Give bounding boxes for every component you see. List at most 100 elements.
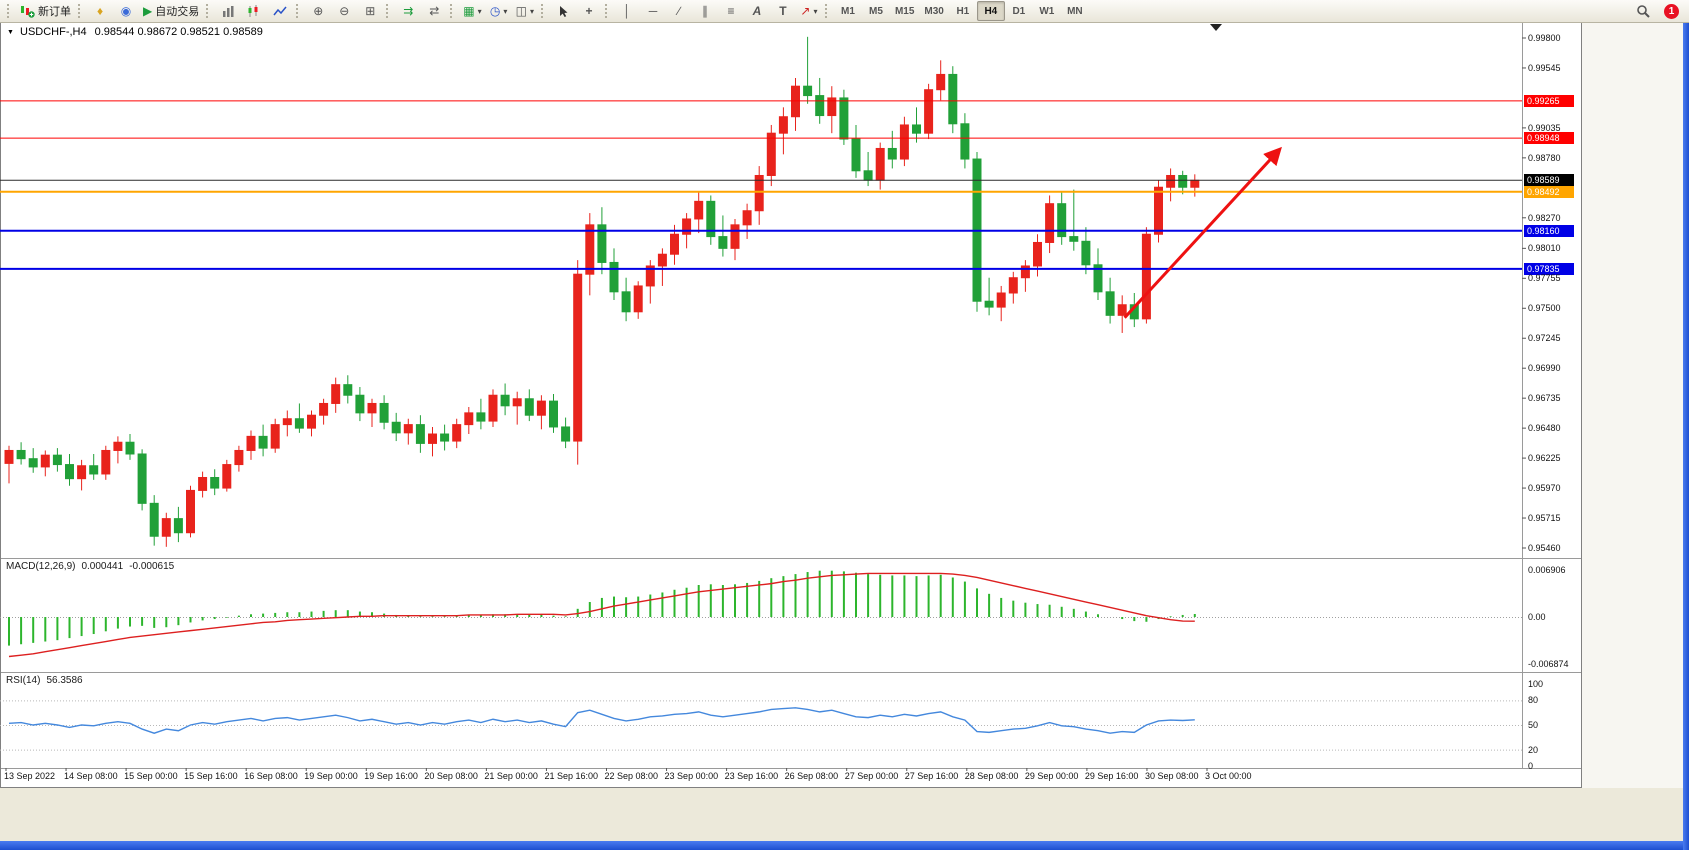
- rsi-axis-label: 0: [1528, 761, 1534, 771]
- new-chart-button[interactable]: ▦ ▾: [463, 4, 482, 18]
- toolbar-grip: [540, 4, 545, 18]
- candle-body: [403, 424, 413, 434]
- community-button[interactable]: ◉: [113, 1, 139, 21]
- zoom-out-button[interactable]: ⊖: [331, 1, 357, 21]
- candle-body: [234, 449, 244, 466]
- candle-body: [452, 424, 462, 442]
- candle-body: [28, 458, 38, 468]
- line-chart-button[interactable]: [267, 1, 293, 21]
- candle-body: [476, 412, 486, 422]
- candle-body: [464, 412, 474, 426]
- ohlc-collapse-icon[interactable]: [7, 29, 14, 36]
- bar-chart-button[interactable]: [215, 1, 241, 21]
- chart-shift-marker[interactable]: [1210, 24, 1222, 31]
- metaeditor-button[interactable]: ♦: [87, 1, 113, 21]
- time-axis-label: 19 Sep 16:00: [364, 771, 418, 781]
- play-icon: ▶: [143, 4, 153, 18]
- macd-indicator-label: MACD(12,26,9) 0.000441 -0.000615: [6, 561, 174, 572]
- candle-body: [670, 233, 679, 255]
- search-button[interactable]: [1630, 1, 1656, 21]
- toolbar-grip: [7, 4, 11, 18]
- crosshair-button[interactable]: +: [576, 1, 602, 21]
- timeframe-m5-button[interactable]: M5: [869, 5, 883, 17]
- channel-button[interactable]: ∥: [692, 1, 718, 21]
- candle-body: [161, 518, 171, 537]
- horizontal-line-button[interactable]: ─: [640, 1, 666, 21]
- candle-body: [549, 400, 558, 428]
- periods-button[interactable]: ◷ ▾: [489, 4, 508, 18]
- candle-body: [282, 418, 292, 426]
- candle-body: [863, 170, 873, 181]
- trendline-button[interactable]: ∕: [666, 1, 692, 21]
- timeframe-h4-button[interactable]: H4: [976, 1, 1005, 21]
- arrows-button[interactable]: ↗ ▾: [800, 4, 818, 18]
- new-order-button[interactable]: 新订单: [16, 1, 75, 21]
- candle-body: [960, 123, 970, 160]
- candle-body: [258, 435, 268, 449]
- template-icon: ◫: [515, 4, 527, 18]
- vertical-line-button[interactable]: │: [614, 1, 640, 21]
- candle-body: [887, 147, 897, 160]
- metaeditor-icon: ♦: [96, 4, 104, 18]
- templates-button[interactable]: ◫ ▾: [515, 4, 534, 18]
- time-axis-label: 26 Sep 08:00: [784, 771, 839, 781]
- candle-body: [173, 518, 183, 534]
- zoom-in-button[interactable]: ⊕: [305, 1, 331, 21]
- notification-badge[interactable]: 1: [1664, 3, 1679, 19]
- time-axis-label: 21 Sep 16:00: [544, 771, 598, 781]
- tile-icon: ⊞: [365, 4, 376, 18]
- search-icon: [1636, 4, 1650, 18]
- cursor-icon: [559, 5, 568, 17]
- timeframe-h1-button[interactable]: H1: [956, 5, 970, 17]
- chart-shift-button[interactable]: ⇄: [421, 1, 447, 21]
- price-tick-label: 0.97755: [1528, 273, 1561, 284]
- time-axis-label: 21 Sep 00:00: [484, 771, 538, 781]
- candle-body: [621, 291, 631, 313]
- macd-signal-line: [8, 572, 1195, 658]
- label-button[interactable]: T: [770, 1, 796, 21]
- candle-body: [1081, 240, 1091, 266]
- zoom-out-icon: ⊖: [339, 4, 350, 18]
- tile-windows-button[interactable]: ⊞: [357, 1, 383, 21]
- shift-icon: ⇄: [429, 4, 440, 18]
- timeframe-m1-button[interactable]: M1: [841, 5, 855, 17]
- candlestick-chart-button[interactable]: [241, 1, 267, 21]
- price-tick-label: 0.96990: [1528, 363, 1561, 374]
- candle-body: [730, 224, 740, 249]
- price-tick-label: 0.98270: [1528, 212, 1561, 223]
- timeframe-w1-button[interactable]: W1: [1039, 5, 1055, 17]
- zoom-in-icon: ⊕: [313, 4, 324, 18]
- price-tick-label: 0.99545: [1528, 62, 1561, 73]
- timeframe-mn-button[interactable]: MN: [1067, 5, 1083, 17]
- rsi-axis-label: 80: [1528, 695, 1539, 706]
- toolbar-grip: [386, 4, 390, 18]
- toolbar-grip: [604, 4, 609, 18]
- toolbar-grip: [78, 4, 82, 18]
- cursor-button[interactable]: [550, 1, 576, 21]
- candle-body: [718, 236, 728, 249]
- macd-axis-label: -0.006874: [1528, 658, 1569, 669]
- candle-body: [89, 465, 99, 475]
- candle-body: [899, 124, 909, 160]
- text-button[interactable]: A: [744, 1, 770, 21]
- fibonacci-button[interactable]: ≡: [718, 1, 744, 21]
- timeframe-d1-button[interactable]: D1: [1012, 5, 1026, 17]
- candle-body: [1141, 233, 1151, 320]
- toolbar-grip: [824, 4, 829, 18]
- auto-scroll-button[interactable]: ⇉: [395, 1, 421, 21]
- candle-body: [428, 433, 437, 444]
- trend-arrow[interactable]: [1123, 146, 1282, 319]
- price-tick-label: 0.96735: [1528, 393, 1561, 404]
- candle-body: [77, 465, 87, 480]
- rsi-name: RSI(14): [6, 675, 41, 686]
- candle-body: [609, 261, 619, 293]
- timeframe-m15-button[interactable]: M15: [894, 5, 915, 17]
- price-tick-label: 0.95460: [1528, 542, 1561, 553]
- timeframe-m30-button[interactable]: M30: [924, 5, 944, 17]
- autotrading-button[interactable]: ▶ 自动交易: [139, 1, 203, 21]
- autotrading-button-label: 自动交易: [155, 6, 200, 18]
- candle-body: [65, 464, 74, 480]
- candle-body: [52, 454, 62, 466]
- candle-body: [186, 489, 195, 534]
- macd-main-value: 0.000441: [81, 561, 124, 572]
